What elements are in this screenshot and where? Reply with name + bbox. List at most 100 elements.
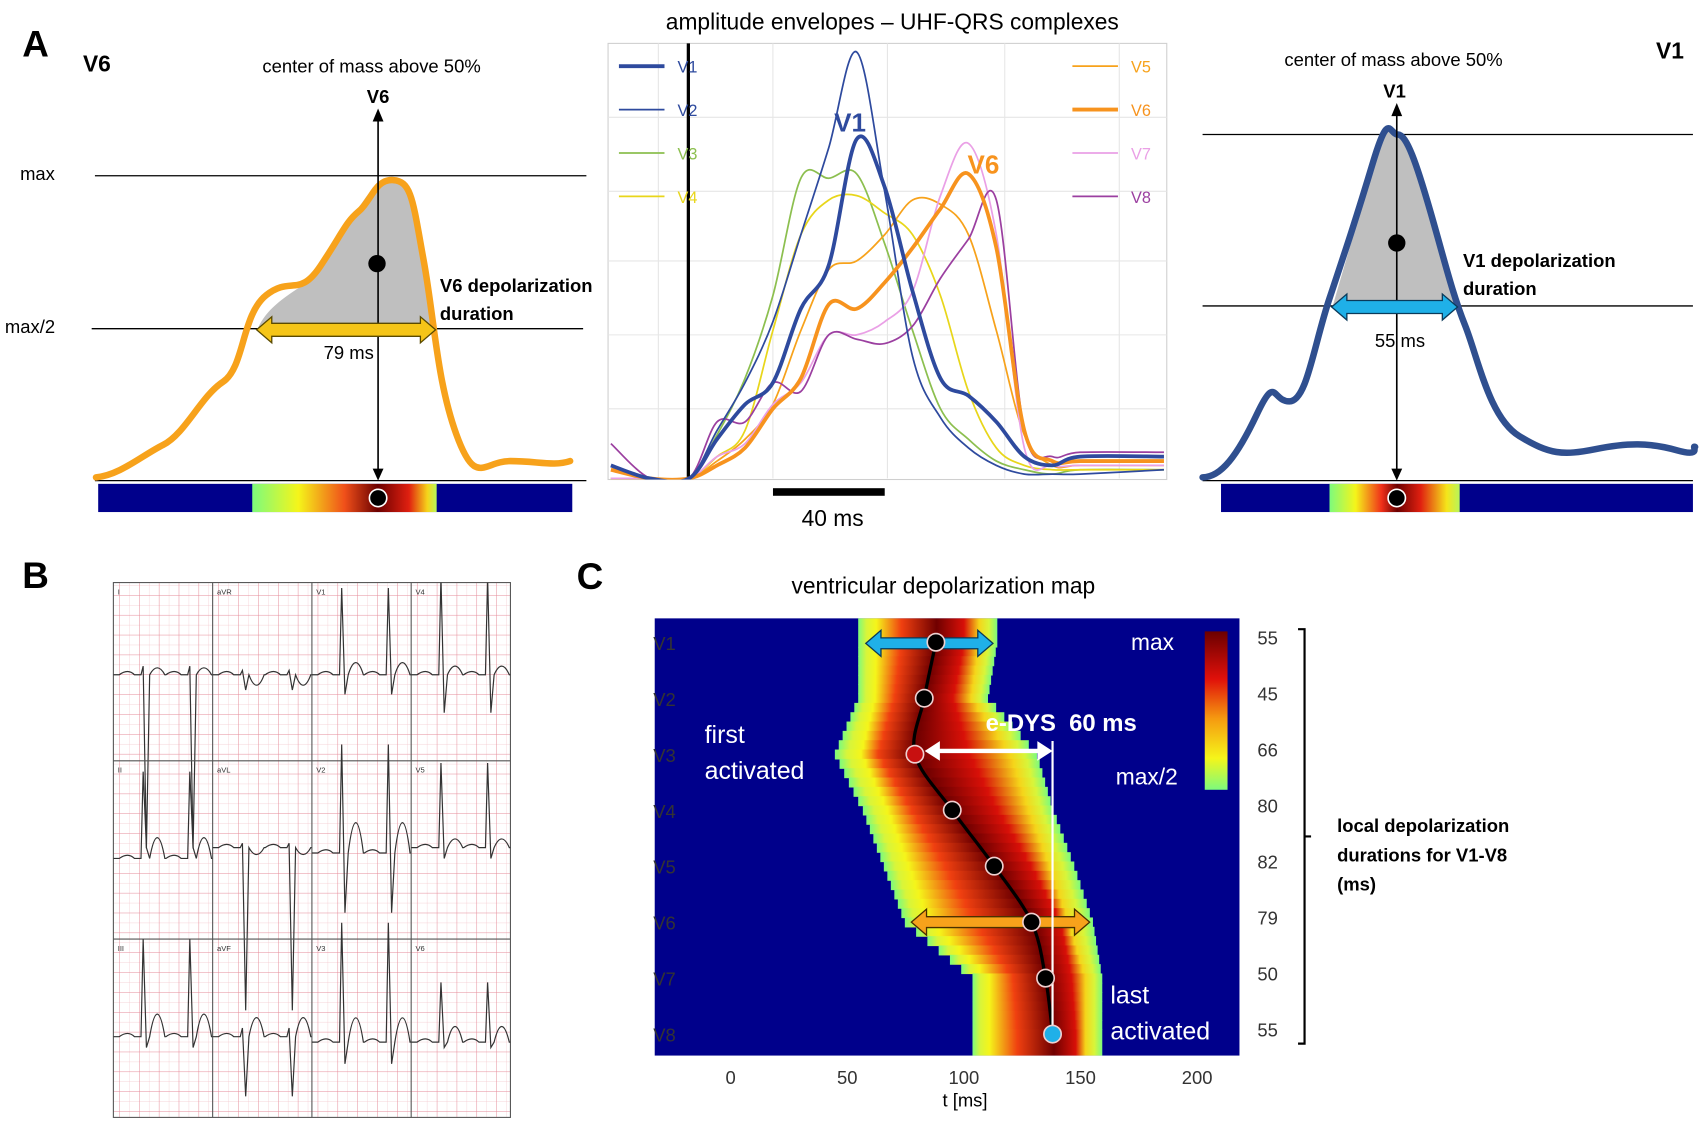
activation-band-segment xyxy=(949,954,1100,965)
activation-strip-dot xyxy=(1387,488,1407,508)
activation-band-segment xyxy=(858,646,996,657)
activation-band-segment xyxy=(850,712,1005,723)
activation-band-segment xyxy=(938,945,1098,956)
envelope-chart: amplitude envelopes – UHF-QRS complexes … xyxy=(607,8,1168,531)
activation-band-segment xyxy=(972,1029,1103,1056)
duration-value-v4: 80 xyxy=(1257,795,1278,816)
activation-strip-dot xyxy=(368,488,388,508)
x-tick-label: 0 xyxy=(726,1067,736,1088)
center-of-mass-dot-v4 xyxy=(942,800,962,820)
panel-a-right: V1 center of mass above 50% V1 55 ms V1 … xyxy=(1199,38,1699,513)
ecg-trace-v4 xyxy=(411,582,511,713)
durations-label-3: (ms) xyxy=(1337,874,1376,895)
activation-band-segment xyxy=(972,1010,1103,1021)
ecg-lead-label: I xyxy=(118,588,120,597)
bracket xyxy=(1298,628,1312,1045)
activation-band-segment xyxy=(839,758,1040,769)
arrow-head-up xyxy=(1391,103,1403,117)
activation-band-segment xyxy=(883,861,1075,872)
activation-band-segment xyxy=(972,1001,1103,1012)
legend-label-v2: V2 xyxy=(678,102,698,120)
durations-label-1: local depolarization xyxy=(1337,815,1509,836)
max-label: max xyxy=(20,163,56,184)
activation-band-segment xyxy=(854,702,997,713)
ecg-trace-v5 xyxy=(411,762,511,859)
activation-band-segment xyxy=(972,982,1103,993)
ecg-lead-label: V4 xyxy=(416,588,425,597)
legend-label-v8: V8 xyxy=(1131,189,1151,207)
center-of-mass-title: center of mass above 50% xyxy=(262,56,480,77)
panel-a-left: V6 center of mass above 50% max max/2 V6… xyxy=(5,51,593,513)
series-line-v2 xyxy=(610,51,1165,480)
first-activated-1: first xyxy=(705,721,745,749)
activation-band-segment xyxy=(844,768,1043,779)
lead-title: V1 xyxy=(1656,38,1684,64)
half-max-label: max/2 xyxy=(5,316,55,337)
ecg-trace-ii xyxy=(113,771,213,860)
center-of-mass-dot-v8 xyxy=(1043,1024,1063,1044)
activation-band-segment xyxy=(961,964,1101,975)
center-of-mass-dots xyxy=(905,632,1063,1044)
x-axis-ticks: 0 50 100 150 200 xyxy=(726,1067,1213,1088)
depolarization-map: ventricular depolarization map V1V2V3V4V… xyxy=(653,572,1509,1110)
activation-band-segment xyxy=(972,992,1103,1003)
arrow-head-up xyxy=(372,108,384,122)
lead-label-v8: V8 xyxy=(653,1025,676,1046)
activation-band-segment xyxy=(876,842,1068,853)
center-of-mass-dot-v1 xyxy=(926,632,946,652)
x-tick-label: 200 xyxy=(1182,1067,1213,1088)
series-line-v1 xyxy=(610,134,1164,480)
panel-label-b: B xyxy=(22,555,49,596)
activation-band-segment xyxy=(880,852,1071,863)
legend-label-v1: V1 xyxy=(678,59,698,77)
center-of-mass-title: center of mass above 50% xyxy=(1284,49,1502,70)
duration-label-line1: V6 depolarization xyxy=(440,275,593,296)
ecg-trace-avl xyxy=(212,842,312,1011)
center-of-mass-dot-v2 xyxy=(914,688,934,708)
duration-value-v5: 82 xyxy=(1257,851,1278,872)
ecg-trace-i xyxy=(113,665,213,849)
x-tick-label: 100 xyxy=(949,1067,980,1088)
ecg-lead-label: V5 xyxy=(416,766,425,775)
map-title: ventricular depolarization map xyxy=(791,572,1095,598)
activation-band-segment xyxy=(858,674,992,685)
activation-band-segment xyxy=(894,889,1084,900)
duration-value-v1: 55 xyxy=(1257,627,1278,648)
duration-value: 79 ms xyxy=(324,342,374,363)
v6-envelope-curve xyxy=(92,176,574,481)
lead-label-v1: V1 xyxy=(653,633,676,654)
ecg-trace-avf xyxy=(212,1017,312,1097)
e-dys-arrow xyxy=(924,741,1053,761)
legend-label-v3: V3 xyxy=(678,145,698,163)
ecg-trace-v6 xyxy=(411,982,511,1050)
ecg-trace-iii xyxy=(113,939,213,1048)
lead-label-v4: V4 xyxy=(653,801,676,822)
lead-label-v7: V7 xyxy=(653,969,676,990)
center-of-mass-dot-v6 xyxy=(1022,912,1042,932)
duration-double-arrow xyxy=(1330,292,1459,322)
duration-value-v8: 55 xyxy=(1257,1019,1278,1040)
duration-value-v2: 45 xyxy=(1257,683,1278,704)
duration-double-arrow xyxy=(255,315,437,345)
ecg-lead-label: V3 xyxy=(316,944,325,953)
colorbar-max-label: max xyxy=(1131,629,1175,655)
lead-label-v5: V5 xyxy=(653,857,676,878)
activation-band-segment xyxy=(866,814,1057,825)
scale-bar xyxy=(772,488,885,496)
arrow-head-down xyxy=(372,468,384,481)
grid xyxy=(608,43,1167,479)
activation-band-segment xyxy=(853,786,1048,797)
colorbar xyxy=(1204,631,1228,790)
legend-label-v7: V7 xyxy=(1131,145,1151,163)
duration-value-v3: 66 xyxy=(1257,739,1278,760)
annotation-v1: V1 xyxy=(834,107,866,137)
activation-band-segment xyxy=(927,936,1097,947)
axis-lead-label: V6 xyxy=(367,86,390,107)
activation-band-segment xyxy=(890,880,1081,891)
center-of-mass-dot xyxy=(1388,234,1406,252)
activation-band-segment xyxy=(873,833,1064,844)
annotation-v6: V6 xyxy=(968,150,1000,180)
colorbar-half-label: max/2 xyxy=(1116,763,1178,789)
